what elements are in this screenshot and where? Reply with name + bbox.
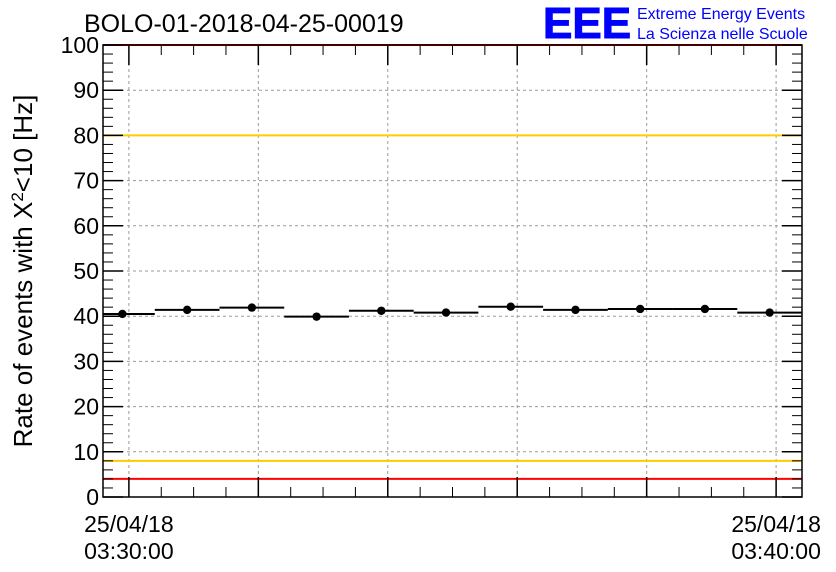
eee-logo: EEE Extreme Energy Events La Scienza nel… bbox=[543, 0, 808, 49]
data-point bbox=[506, 302, 515, 311]
logo-line-2: La Scienza nelle Scuole bbox=[637, 26, 808, 43]
data-point bbox=[247, 303, 257, 312]
logo-line-1: Extreme Energy Events bbox=[637, 6, 805, 23]
y-axis-label-rest: <10 [Hz] bbox=[8, 95, 38, 193]
y-axis: 0 10 20 30 40 50 60 70 80 90 100 bbox=[61, 32, 802, 510]
x-tick-label-date: 25/04/18 bbox=[84, 511, 174, 537]
data-point bbox=[312, 312, 321, 321]
y-tick-label: 50 bbox=[73, 258, 99, 284]
data-point bbox=[377, 306, 386, 315]
chart-title: BOLO-01-2018-04-25-00019 bbox=[84, 10, 404, 38]
grid bbox=[103, 45, 802, 497]
y-tick-label: 60 bbox=[73, 213, 99, 239]
y-tick-label: 0 bbox=[86, 484, 99, 510]
data-point bbox=[441, 308, 451, 317]
y-tick-label: 20 bbox=[73, 394, 99, 420]
y-tick-label: 80 bbox=[73, 122, 99, 148]
reference-lines bbox=[103, 44, 802, 480]
data-point bbox=[700, 304, 710, 314]
data-point bbox=[635, 304, 645, 314]
data-point bbox=[765, 308, 774, 317]
x-tick-label-date: 25/04/18 bbox=[731, 511, 821, 537]
y-tick-label: 70 bbox=[73, 168, 99, 194]
x-tick-label-time: 03:40:00 bbox=[731, 538, 821, 564]
y-tick-label: 30 bbox=[73, 348, 99, 374]
y-axis-label: Rate of events with X2<10 [Hz] bbox=[8, 95, 39, 448]
x-tick-label-time: 03:30:00 bbox=[84, 538, 174, 564]
data-series bbox=[103, 302, 802, 321]
logo-mark: EEE bbox=[543, 0, 631, 48]
data-point bbox=[571, 305, 580, 315]
y-tick-label: 10 bbox=[73, 439, 99, 465]
y-axis-label-main: Rate of events with X bbox=[8, 202, 38, 448]
y-tick-label: 90 bbox=[73, 77, 99, 103]
y-tick-label: 40 bbox=[73, 303, 99, 329]
y-tick-label: 100 bbox=[61, 32, 99, 58]
y-axis-label-sup: 2 bbox=[8, 192, 27, 201]
data-point bbox=[182, 305, 192, 315]
